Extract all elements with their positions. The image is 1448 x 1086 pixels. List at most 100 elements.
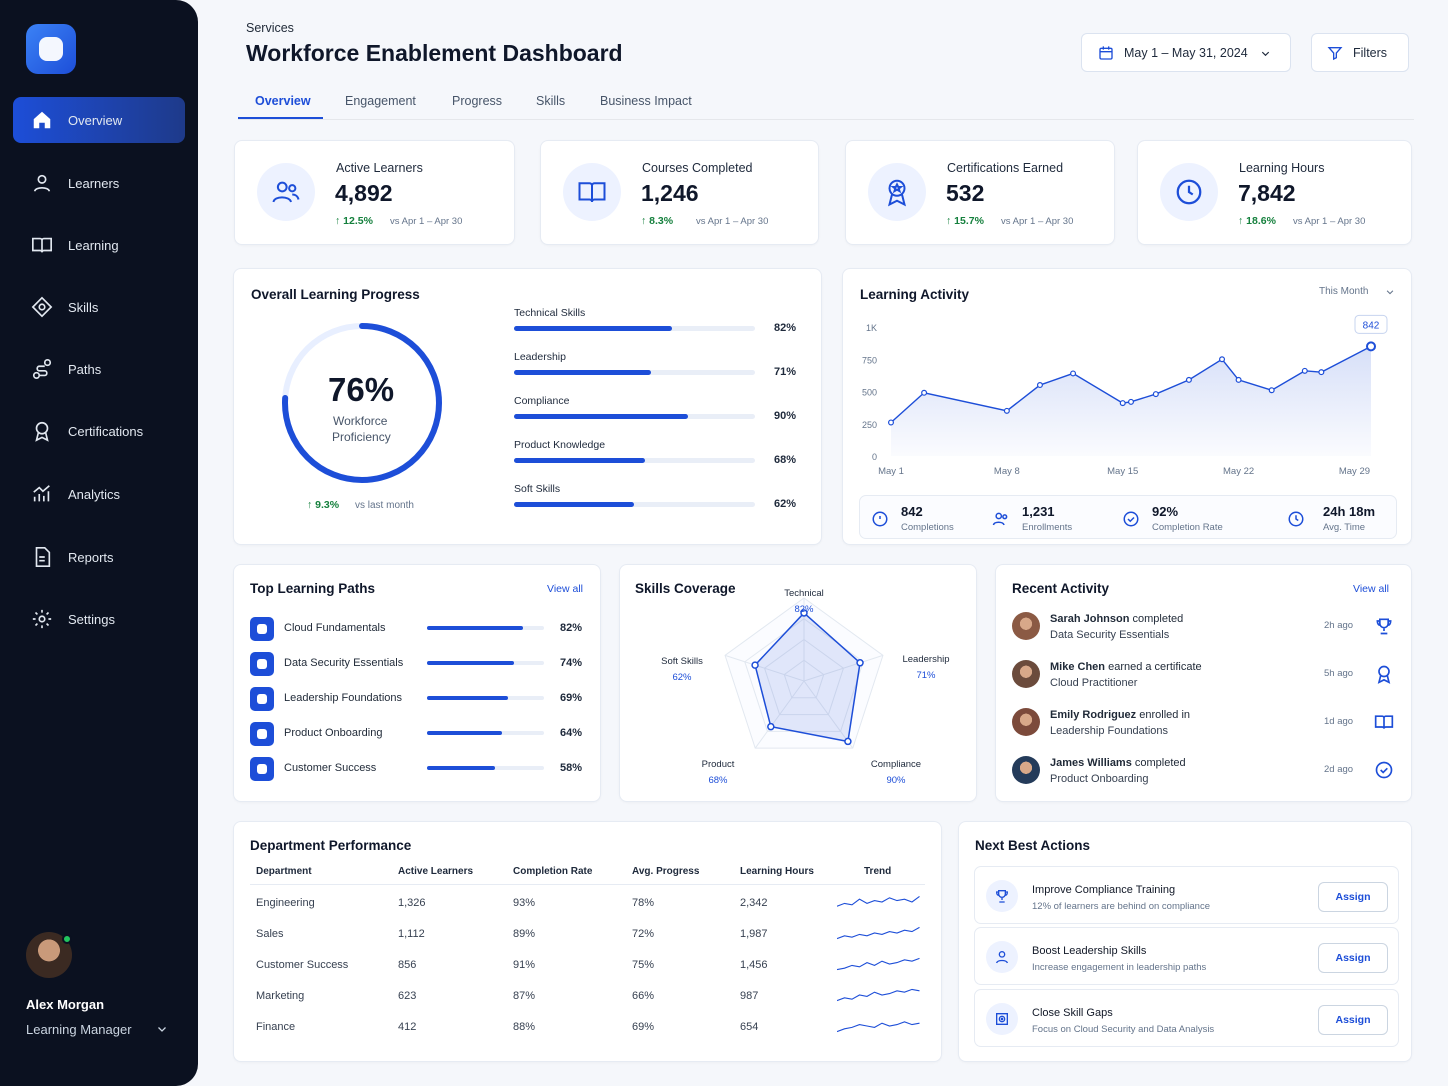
check-circle-icon bbox=[1123, 511, 1139, 527]
assign-button[interactable]: Assign bbox=[1318, 882, 1388, 912]
proficiency-donut bbox=[282, 323, 442, 483]
activity-data-point[interactable] bbox=[1366, 341, 1376, 352]
recent-activity-row[interactable]: Mike Chen earned a certificate Cloud Prac… bbox=[1012, 660, 1391, 705]
breadcrumb[interactable]: Services bbox=[246, 21, 294, 35]
table-cell: 72% bbox=[632, 928, 655, 940]
tab-business-impact[interactable]: Business Impact bbox=[600, 94, 692, 108]
radar-axis bbox=[754, 680, 805, 749]
path-progress-track bbox=[427, 696, 544, 700]
activity-data-point[interactable] bbox=[1185, 376, 1192, 383]
sidebar-item-learners[interactable]: Learners bbox=[13, 160, 185, 206]
sidebar-item-skills[interactable]: Skills bbox=[13, 284, 185, 330]
table-cell: Marketing bbox=[256, 990, 305, 1002]
check-circle-icon bbox=[872, 511, 888, 527]
tab-progress[interactable]: Progress bbox=[452, 94, 503, 108]
tab-overview[interactable]: Overview bbox=[255, 94, 311, 108]
path-label: Cloud Fundamentals bbox=[284, 622, 386, 634]
table-cell: Engineering bbox=[256, 897, 315, 909]
tab-skills[interactable]: Skills bbox=[536, 94, 566, 108]
chevron-down-icon[interactable] bbox=[156, 1023, 168, 1035]
table-header-cell: Active Learners bbox=[398, 866, 474, 877]
recent-activity-row[interactable]: Emily Rodriguez enrolled in Leadership Fo… bbox=[1012, 708, 1394, 753]
table-row[interactable]: Customer Success 856 91% 75% 1,456 bbox=[256, 957, 925, 979]
next-best-actions-card: Next Best Actions Improve Compliance Tra… bbox=[958, 821, 1412, 1062]
skill-progress-track bbox=[514, 326, 755, 331]
clock-icon bbox=[1288, 511, 1304, 527]
table-row[interactable]: Sales 1,112 89% 72% 1,987 bbox=[256, 926, 925, 948]
activity-data-point[interactable] bbox=[887, 419, 894, 426]
table-cell: 75% bbox=[632, 959, 655, 971]
activity-data-point[interactable] bbox=[1070, 370, 1077, 377]
activity-data-point[interactable] bbox=[1318, 369, 1325, 376]
activity-data-point[interactable] bbox=[1235, 376, 1242, 383]
radar-point[interactable] bbox=[767, 722, 775, 731]
path-icon bbox=[250, 617, 274, 641]
learning-path-row[interactable]: Cloud Fundamentals 82% bbox=[250, 617, 586, 641]
radar-axis bbox=[803, 680, 854, 749]
action-title: Close Skill Gaps bbox=[1032, 1007, 1113, 1019]
sidebar-item-reports[interactable]: Reports bbox=[13, 534, 185, 580]
activity-data-point[interactable] bbox=[921, 389, 928, 396]
skill-label: Soft Skills bbox=[514, 483, 561, 495]
app-logo[interactable] bbox=[26, 24, 76, 74]
period-dropdown[interactable]: This Month bbox=[1319, 286, 1394, 297]
learning-activity-card: Learning Activity This Month 1K 750 500 250… bbox=[842, 268, 1412, 545]
avatar bbox=[1012, 756, 1040, 784]
skill-value: 82% bbox=[774, 322, 797, 334]
activity-data-point[interactable] bbox=[1003, 407, 1010, 414]
radar-point[interactable] bbox=[844, 737, 852, 746]
radar-point[interactable] bbox=[856, 659, 864, 667]
activity-course: Product Onboarding bbox=[1050, 773, 1149, 785]
table-row[interactable]: Finance 412 88% 69% 654 bbox=[256, 1021, 925, 1041]
assign-button[interactable]: Assign bbox=[1318, 1005, 1388, 1035]
skill-label: Compliance bbox=[514, 395, 570, 407]
sidebar-item-overview[interactable]: Overview bbox=[13, 97, 185, 143]
action-subtitle: Focus on Cloud Security and Data Analysi… bbox=[1032, 1024, 1215, 1035]
recent-activity-row[interactable]: James Williams completed Product Onboardi… bbox=[1012, 756, 1393, 801]
learning-path-row[interactable]: Leadership Foundations 69% bbox=[250, 687, 586, 711]
activity-data-point[interactable] bbox=[1268, 387, 1275, 394]
path-value: 69% bbox=[560, 692, 583, 704]
proficiency-percent: 76% bbox=[328, 371, 395, 408]
sidebar-item-analytics[interactable]: Analytics bbox=[13, 471, 185, 517]
x-tick-label: May 22 bbox=[1223, 466, 1254, 477]
view-all-link[interactable]: View all bbox=[547, 583, 583, 595]
activity-data-point[interactable] bbox=[1128, 398, 1135, 405]
assign-button[interactable]: Assign bbox=[1318, 943, 1388, 973]
kpi-comparison: vs Apr 1 – Apr 30 bbox=[1293, 216, 1366, 227]
sidebar-item-learning[interactable]: Learning bbox=[13, 222, 185, 268]
learning-path-row[interactable]: Customer Success 58% bbox=[250, 757, 586, 781]
table-row[interactable]: Engineering 1,326 93% 78% 2,342 bbox=[256, 895, 925, 917]
filters-button[interactable]: Filters bbox=[1311, 33, 1409, 72]
path-icon bbox=[250, 687, 274, 711]
learning-path-row[interactable]: Data Security Essentials 74% bbox=[250, 652, 586, 676]
sidebar-item-paths[interactable]: Paths bbox=[13, 346, 185, 392]
table-cell: Sales bbox=[256, 928, 284, 940]
radar-point[interactable] bbox=[800, 609, 808, 617]
sidebar-item-certifications[interactable]: Certifications bbox=[13, 408, 185, 454]
table-cell: 91% bbox=[513, 959, 536, 971]
activity-data-point[interactable] bbox=[1036, 382, 1043, 389]
filter-icon bbox=[1327, 47, 1343, 61]
recent-activity-row[interactable]: Sarah Johnson completed Data Security Ess… bbox=[1012, 612, 1392, 657]
activity-data-point[interactable] bbox=[1152, 391, 1159, 398]
radar-point[interactable] bbox=[751, 661, 759, 669]
sidebar-item-settings[interactable]: Settings bbox=[13, 596, 185, 642]
date-range-button[interactable]: May 1 – May 31, 2024 bbox=[1081, 33, 1291, 72]
recent-activity-card: Recent Activity View all Sarah Johnson c… bbox=[995, 564, 1412, 802]
activity-data-point[interactable] bbox=[1119, 400, 1126, 407]
kpi-delta: ↑ 18.6% bbox=[1238, 215, 1276, 227]
tab-engagement[interactable]: Engagement bbox=[345, 94, 416, 108]
sidebar-item-label: Paths bbox=[68, 362, 102, 377]
activity-data-point[interactable] bbox=[1219, 356, 1226, 363]
activity-data-point[interactable] bbox=[1301, 367, 1308, 374]
view-all-link[interactable]: View all bbox=[1353, 583, 1389, 595]
path-label: Product Onboarding bbox=[284, 727, 383, 739]
users-icon bbox=[992, 512, 1008, 526]
section-title: Next Best Actions bbox=[975, 838, 1091, 853]
skill-progress-fill bbox=[514, 458, 646, 463]
learning-path-row[interactable]: Product Onboarding 64% bbox=[250, 722, 586, 746]
table-row[interactable]: Marketing 623 87% 66% 987 bbox=[256, 988, 925, 1010]
activity-action: enrolled in bbox=[1139, 709, 1191, 721]
path-progress-track bbox=[427, 661, 544, 665]
